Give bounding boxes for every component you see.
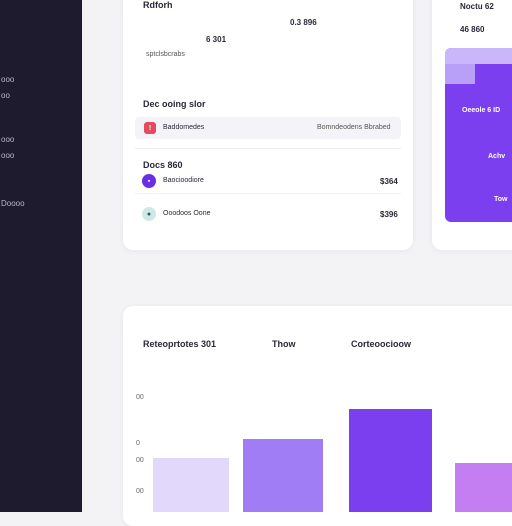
y-tick-label: 00 xyxy=(136,488,144,495)
alert-icon: ! xyxy=(144,122,156,134)
chart-card: Reteoprtotes 301 Thow Corteoocioow 00 0 00… xyxy=(123,306,512,526)
sidebar: ooo oo ooo ooo Doooo xyxy=(0,0,82,512)
y-tick-label: 0 xyxy=(136,440,140,447)
sidebar-item-1[interactable]: ooo xyxy=(1,75,15,84)
right-card-label-2: Achv xyxy=(488,153,506,160)
summary-sub-value: 6 301 xyxy=(206,35,227,44)
sidebar-item-3[interactable]: ooo xyxy=(1,135,15,144)
summary-title: Rdforh xyxy=(143,0,173,10)
y-tick-label: 00 xyxy=(136,394,144,401)
list-item-name: Ooodoos Oone xyxy=(163,210,211,217)
chart-col2-header: Thow xyxy=(272,339,296,349)
right-card-label-1: Oeeole 6 ID xyxy=(462,107,501,114)
bar-1 xyxy=(153,458,229,512)
list-item-name: Baocioodiore xyxy=(163,177,204,184)
divider xyxy=(135,148,401,149)
summary-card: Rdforh 0.3 896 6 301 sptclsbcrabs Dec oo… xyxy=(123,0,413,250)
list-item-name: Baddomedes xyxy=(163,124,205,131)
list-item-detail: Bomndeodens Bbrabed xyxy=(317,124,391,131)
list-item-2[interactable]: ▪ Baocioodiore $364 xyxy=(135,170,401,192)
list-item-1[interactable]: ! Baddomedes Bomndeodens Bbrabed xyxy=(135,117,401,139)
chart-col3-header: Corteoocioow xyxy=(351,339,411,349)
section-title-2: Docs 860 xyxy=(143,160,183,170)
bar-chart xyxy=(151,392,512,512)
bar-4 xyxy=(455,463,512,512)
sidebar-item-5[interactable]: Doooo xyxy=(1,199,25,208)
divider xyxy=(135,193,401,194)
list-item-3[interactable]: ● Ooodoos Oone $396 xyxy=(135,203,401,225)
chart-title: Reteoprtotes 301 xyxy=(143,339,217,349)
avatar-icon: ● xyxy=(142,207,156,221)
sidebar-item-4[interactable]: ooo xyxy=(1,151,15,160)
right-card-label-3: Tow xyxy=(494,196,508,203)
list-item-amount: $396 xyxy=(380,210,398,219)
right-card-highlight: Oeeole 6 ID Achv Tow xyxy=(445,48,512,222)
user-icon: ▪ xyxy=(142,174,156,188)
summary-caption: sptclsbcrabs xyxy=(146,51,185,58)
right-card-title: Noctu 62 xyxy=(460,2,494,11)
sidebar-item-2[interactable]: oo xyxy=(1,91,10,100)
summary-top-value: 0.3 896 xyxy=(290,18,317,27)
y-tick-label: 00 xyxy=(136,457,144,464)
section-title-1: Dec ooing slor xyxy=(143,99,206,109)
list-item-amount: $364 xyxy=(380,177,398,186)
right-card-value: 46 860 xyxy=(460,25,485,34)
bar-3 xyxy=(349,409,432,512)
highlight-strip-2 xyxy=(445,64,475,84)
highlight-strip xyxy=(445,48,512,64)
bar-2 xyxy=(243,439,323,512)
